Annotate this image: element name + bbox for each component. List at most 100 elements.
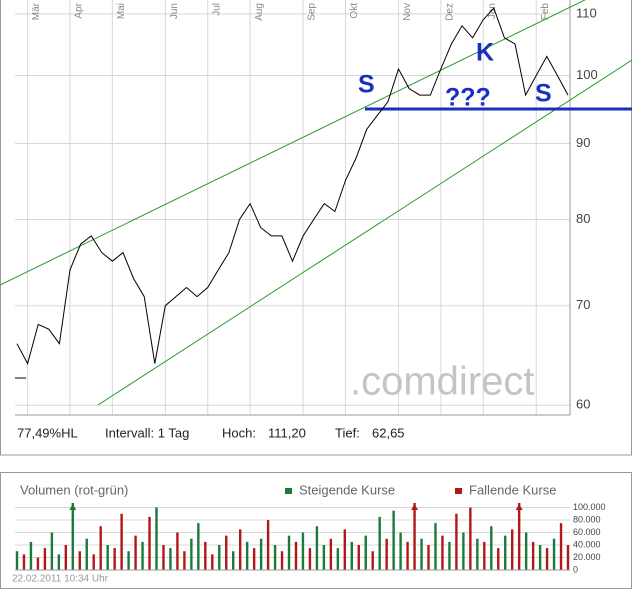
x-tick-label: Jan: [487, 3, 498, 19]
annotation: S: [535, 80, 552, 108]
volume-bar: [218, 545, 221, 570]
volume-bar: [225, 535, 228, 570]
volume-bar: [148, 516, 151, 570]
y-tick-label: 20.000: [573, 552, 601, 562]
volume-bar: [315, 526, 319, 570]
x-tick-label: Okt: [349, 3, 360, 19]
volume-bar: [232, 551, 235, 570]
annotation: ???: [445, 84, 491, 112]
volume-bar: [204, 541, 207, 570]
annotation: S: [358, 71, 375, 99]
overflow-arrow: [515, 504, 523, 510]
volume-bar: [566, 545, 570, 570]
volume-bar: [448, 541, 451, 570]
info-interval: Intervall: 1 Tag: [105, 425, 189, 440]
x-tick-label: Jun: [169, 3, 180, 19]
volume-bar: [259, 538, 263, 570]
price-panel: [0, 0, 632, 456]
y-tick-label: 60.000: [573, 527, 601, 537]
volume-title: Volumen (rot-grün): [20, 482, 128, 497]
x-tick-label: Nov: [402, 3, 413, 21]
volume-bar: [322, 545, 326, 570]
volume-bar: [462, 532, 465, 570]
volume-bar: [99, 526, 102, 570]
volume-bar: [78, 551, 81, 570]
volume-bar: [134, 535, 137, 570]
volume-bar: [329, 538, 333, 570]
volume-bar: [266, 520, 270, 570]
y-tick-label: 100: [576, 67, 598, 82]
volume-bar: [29, 541, 33, 570]
y-tick-label: 110: [576, 5, 597, 20]
volume-bar: [357, 545, 360, 570]
info-high: 111,20: [268, 425, 306, 440]
volume-bar: [22, 554, 26, 570]
x-tick-label: Mär: [31, 2, 42, 20]
overflow-arrow: [69, 504, 77, 510]
volume-bar: [308, 548, 312, 570]
y-tick-label: 90: [576, 135, 590, 150]
volume-bar: [211, 554, 214, 570]
volume-bar: [378, 516, 381, 570]
volume-bar: [106, 545, 109, 570]
volume-bar: [71, 503, 74, 570]
info-high-label: Hoch:: [222, 425, 256, 440]
volume-bar: [469, 507, 472, 570]
volume-bar: [287, 535, 291, 570]
watermark: .comdirect: [350, 360, 535, 404]
x-tick-label: Feb: [540, 3, 551, 21]
volume-bar: [280, 551, 284, 570]
legend-label: Fallende Kurse: [469, 482, 556, 497]
volume-bar: [434, 523, 437, 570]
price-line: [16, 7, 569, 365]
volume-bar: [497, 548, 500, 570]
y-tick-label: 60: [576, 397, 590, 412]
volume-bar: [371, 551, 374, 570]
x-tick-label: Aug: [254, 3, 265, 21]
y-tick-label: 80.000: [573, 514, 601, 524]
y-tick-label: 0: [573, 564, 578, 574]
volume-bar: [538, 545, 542, 570]
volume-bar: [364, 535, 367, 570]
legend-swatch: [455, 488, 462, 494]
volume-bar: [252, 548, 256, 570]
x-tick-label: Apr: [74, 2, 85, 18]
x-tick-label: Sep: [307, 3, 318, 21]
volume-bar: [64, 545, 68, 570]
volume-bar: [336, 548, 340, 570]
volume-bar: [294, 541, 298, 570]
legend-label: Steigende Kurse: [299, 482, 395, 497]
volume-bar: [15, 551, 19, 570]
volume-bar: [413, 503, 416, 570]
volume-bar: [545, 548, 549, 570]
volume-bar: [120, 513, 123, 570]
channel-upper: [0, 0, 586, 286]
legend-swatch: [285, 488, 292, 494]
volume-bar: [392, 510, 395, 570]
y-tick-label: 80: [576, 211, 590, 226]
volume-bar: [141, 541, 144, 570]
volume-bar: [441, 535, 444, 570]
x-tick-label: Jul: [211, 3, 222, 16]
volume-bar: [113, 548, 116, 570]
volume-bar: [301, 532, 305, 570]
volume-bar: [85, 538, 88, 570]
volume-bar: [517, 503, 521, 570]
volume-bar: [245, 541, 249, 570]
volume-bar: [483, 541, 486, 570]
volume-bar: [504, 535, 507, 570]
timestamp: 22.02.2011 10:34 Uhr: [12, 574, 109, 585]
volume-bar: [169, 548, 172, 570]
volume-bar: [127, 551, 130, 570]
volume-bar: [552, 538, 556, 570]
volume-bar: [399, 532, 402, 570]
volume-bar: [427, 545, 430, 570]
volume-bar: [43, 548, 47, 570]
info-low-label: Tief:: [335, 425, 360, 440]
volume-bar: [155, 507, 158, 570]
volume-bar: [343, 529, 347, 570]
volume-bar: [238, 529, 242, 570]
info-low: 62,65: [372, 425, 405, 440]
volume-bar: [455, 513, 458, 570]
